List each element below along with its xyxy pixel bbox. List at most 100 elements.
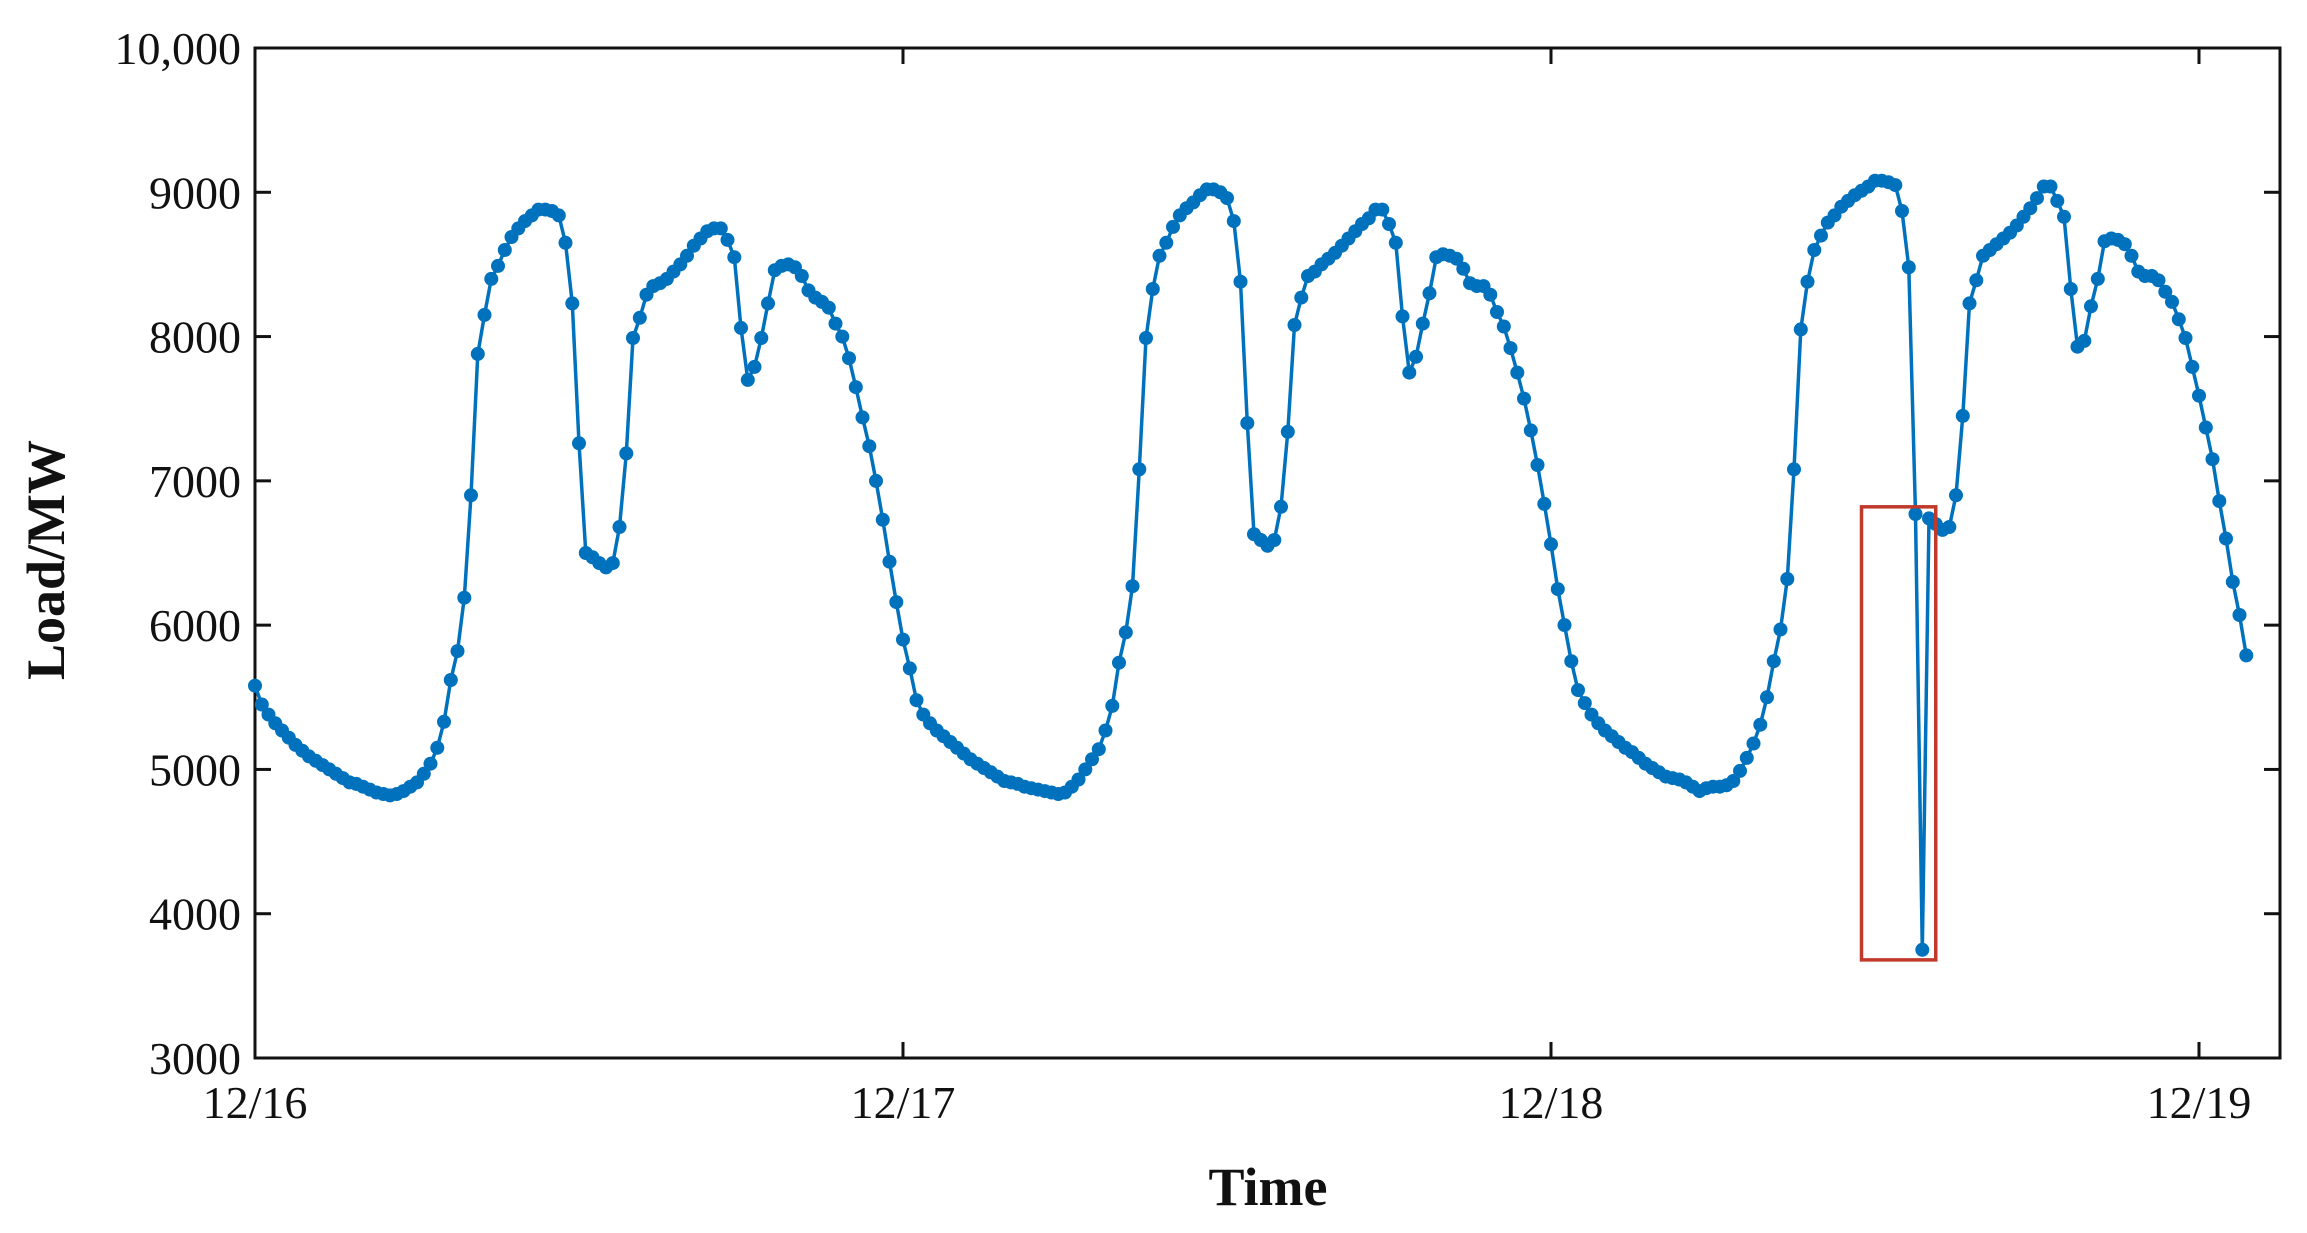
data-point	[828, 316, 843, 331]
data-point	[1962, 296, 1977, 311]
data-point	[2050, 193, 2065, 208]
data-point	[1415, 316, 1430, 331]
data-point	[1807, 243, 1822, 257]
data-point	[1800, 274, 1815, 289]
highlight-box	[1859, 505, 1938, 962]
data-point	[2043, 179, 2058, 194]
x-tick-label: 12/19	[2147, 1077, 2252, 1128]
data-point	[619, 446, 634, 461]
data-point	[1125, 579, 1140, 594]
data-point	[842, 351, 856, 366]
data-point	[1780, 572, 1795, 586]
data-point	[2023, 201, 2038, 216]
data-point	[1132, 462, 1147, 477]
data-point	[1496, 319, 1511, 334]
data-point	[1409, 349, 1423, 364]
data-point	[1530, 458, 1545, 472]
data-point	[605, 556, 620, 571]
data-point	[1490, 305, 1504, 319]
data-point	[1274, 499, 1288, 514]
data-point	[2205, 452, 2220, 467]
data-point	[734, 320, 748, 335]
y-tick-label: 4000	[149, 889, 241, 940]
data-point	[1118, 625, 1133, 640]
data-point	[1287, 318, 1302, 332]
data-point	[1139, 331, 1153, 345]
data-point	[612, 520, 627, 534]
data-point	[1145, 282, 1160, 296]
data-point	[1166, 219, 1180, 234]
data-point	[2212, 494, 2227, 509]
x-tick-label: 12/17	[851, 1077, 956, 1128]
data-point	[1544, 537, 1558, 552]
data-point	[1280, 424, 1295, 439]
data-point	[1746, 736, 1761, 751]
data-point	[1787, 462, 1801, 477]
data-point	[1402, 365, 1417, 380]
data-point	[1564, 654, 1579, 669]
plot-frame	[253, 46, 2282, 1060]
y-tick-label: 9000	[149, 167, 241, 218]
data-point	[1220, 191, 1234, 206]
x-tick-label: 12/16	[203, 1077, 308, 1128]
data-point	[909, 693, 924, 708]
data-point	[821, 300, 836, 315]
data-point	[2030, 191, 2044, 206]
plot-border	[253, 46, 2282, 1060]
data-point	[1267, 533, 1282, 547]
data-point	[1814, 228, 1828, 243]
data-point	[1571, 683, 1585, 698]
data-point	[2198, 420, 2213, 435]
y-tick-label: 10,000	[115, 23, 242, 74]
data-point	[1091, 742, 1106, 757]
data-point	[1098, 723, 1113, 738]
data-point	[2151, 273, 2166, 288]
data-point	[632, 310, 647, 325]
data-point	[464, 488, 478, 503]
data-point	[2165, 294, 2179, 309]
data-point	[2077, 333, 2092, 348]
data-point	[761, 296, 775, 311]
data-point	[2192, 388, 2206, 403]
data-point	[1449, 251, 1464, 266]
data-point	[1726, 774, 1741, 788]
data-point	[1240, 416, 1255, 431]
annotation-layer	[1859, 505, 1938, 962]
data-point	[497, 243, 512, 257]
data-point	[626, 331, 640, 345]
data-point	[2225, 574, 2240, 589]
data-point	[1949, 488, 1963, 503]
y-tick-label: 6000	[149, 600, 241, 651]
data-point	[1577, 696, 1592, 711]
data-point	[484, 271, 499, 286]
y-axis-title: Load/MW	[16, 440, 76, 680]
data-point	[1733, 763, 1747, 778]
data-point	[248, 678, 262, 693]
data-point	[1226, 214, 1241, 229]
data-point	[2117, 237, 2132, 252]
data-point	[1159, 235, 1174, 250]
data-point	[1152, 248, 1167, 263]
data-point	[2090, 271, 2105, 286]
data-point	[1375, 202, 1390, 217]
data-point	[902, 661, 917, 676]
y-tick-label: 3000	[149, 1033, 241, 1084]
data-point	[1908, 507, 1923, 521]
data-point	[416, 766, 431, 781]
data-point	[1085, 752, 1099, 767]
data-point	[889, 595, 904, 610]
data-point	[2239, 648, 2254, 663]
series-layer	[248, 173, 2254, 957]
data-point	[720, 232, 735, 247]
data-point	[1294, 290, 1309, 305]
data-point	[794, 269, 809, 283]
series-line	[253, 178, 2249, 952]
data-point	[430, 740, 445, 755]
data-point	[1523, 423, 1538, 438]
data-point	[1422, 286, 1437, 301]
data-point	[862, 439, 877, 454]
data-point	[1901, 260, 1916, 275]
data-point	[2185, 359, 2200, 374]
data-point	[875, 512, 890, 527]
